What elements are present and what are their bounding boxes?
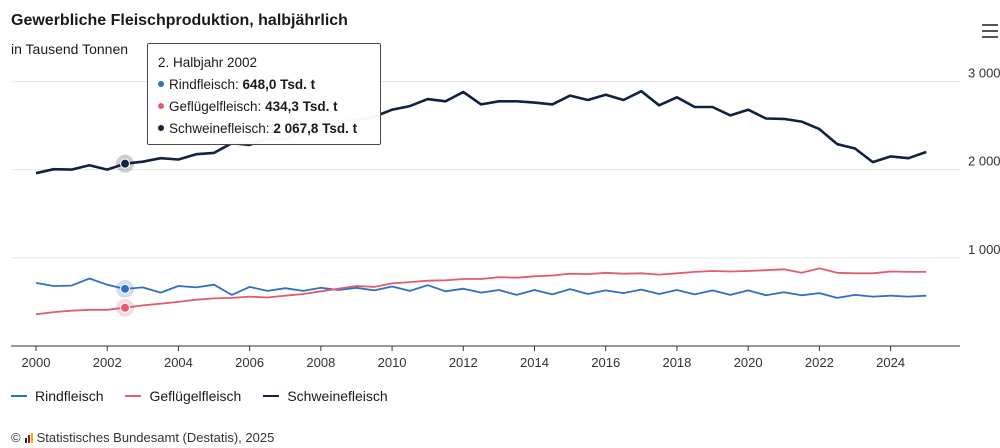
series-line-schwein [35,89,927,175]
chart-subtitle: in Tausend Tonnen [11,41,129,57]
y-tick-label: 2 000 [968,154,1000,169]
x-tick-label: 2022 [805,355,834,370]
source-credit: © Statistisches Bundesamt (Destatis), 20… [11,430,274,445]
schwein-dot-icon [158,125,164,132]
legend-label-schwein: Schweinefleisch [287,388,388,404]
y-tick-label: 3 000 [968,65,1000,80]
tooltip-row-schwein: Schweinefleisch: 2 067,8 Tsd. t [158,118,370,140]
x-tick-label: 2002 [93,355,122,370]
legend-item-gefluegel[interactable]: Geflügelfleisch [125,388,241,404]
highlight-point-schwein [120,158,131,169]
x-tick-label: 2006 [235,355,264,370]
y-tick-label: 1 000 [968,242,1000,257]
gefluegel-dot-icon [158,103,164,110]
schwein-line-icon [263,395,280,397]
rind-line-icon [11,395,27,397]
series-line-gefluegel [35,267,927,316]
gefluegel-line-icon [125,395,142,397]
legend-label-gefluegel: Geflügelfleisch [149,388,242,404]
x-tick-label: 2000 [22,355,51,370]
legend-item-rind[interactable]: Rindfleisch [11,388,103,404]
series-line-rind [35,277,927,299]
tooltip-row-gefluegel: Geflügelfleisch: 434,3 Tsd. t [158,96,370,118]
chart-title: Gewerbliche Fleischproduktion, halbjährl… [11,12,348,29]
x-tick-label: 2008 [306,355,335,370]
x-tick-label: 2012 [449,355,478,370]
tooltip-label-schwein: Schweinefleisch: [169,121,270,136]
tooltip-value-schwein: 2 067,8 Tsd. t [273,121,358,136]
tooltip-title: 2. Halbjahr 2002 [158,55,258,70]
legend-label-rind: Rindfleisch [35,388,104,404]
tooltip-label-rind: Rindfleisch: [169,77,239,92]
x-tick-label: 2010 [378,355,407,370]
x-tick-label: 2004 [164,355,193,370]
tooltip-value-rind: 648,0 Tsd. t [242,77,316,92]
highlight-point-gefluegel [120,302,131,313]
copyright-symbol: © [11,430,21,445]
x-tick-label: 2018 [662,355,691,370]
credit-text: Statistisches Bundesamt (Destatis), 2025 [36,430,275,445]
chart-tooltip: 2. Halbjahr 2002 Rindfleisch: 648,0 Tsd.… [147,43,381,145]
legend-item-schwein[interactable]: Schweinefleisch [263,388,388,404]
chart-legend: Rindfleisch Geflügelfleisch Schweineflei… [11,388,388,404]
highlight-point-rind [120,283,131,294]
tooltip-value-gefluegel: 434,3 Tsd. t [265,99,338,114]
x-tick-label: 2016 [591,355,620,370]
hamburger-menu-icon[interactable] [982,24,1000,38]
rind-dot-icon [158,81,164,88]
x-tick-label: 2024 [876,355,905,370]
tooltip-label-gefluegel: Geflügelfleisch: [169,99,262,114]
tooltip-row-rind: Rindfleisch: 648,0 Tsd. t [158,74,370,96]
x-tick-label: 2014 [520,355,549,370]
destatis-logo-icon [24,432,33,443]
x-tick-label: 2020 [734,355,763,370]
